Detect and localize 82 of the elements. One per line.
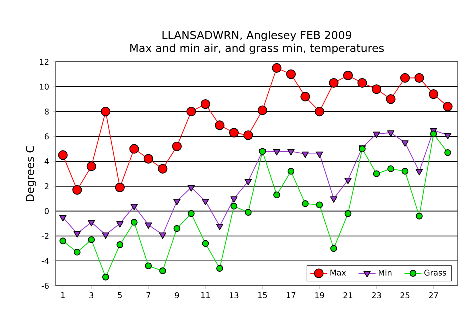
point <box>244 130 254 140</box>
point <box>416 169 424 176</box>
point <box>373 132 380 138</box>
point <box>402 140 409 147</box>
point <box>330 245 338 252</box>
point <box>130 144 140 154</box>
point <box>272 63 282 74</box>
point <box>145 262 152 270</box>
point <box>215 120 225 130</box>
point <box>372 84 382 94</box>
point <box>202 240 210 248</box>
point <box>302 200 309 208</box>
point <box>145 222 152 230</box>
point <box>74 231 81 238</box>
point <box>414 73 424 83</box>
point <box>60 238 67 245</box>
point <box>188 210 195 218</box>
point <box>343 70 354 80</box>
chart-title: LLANSADWRN, Anglesey FEB 2009 <box>162 30 352 42</box>
point <box>88 236 96 244</box>
point <box>258 106 268 116</box>
point <box>200 100 210 110</box>
point <box>300 92 310 102</box>
point <box>115 182 125 192</box>
point <box>387 130 395 138</box>
point <box>443 102 453 112</box>
point <box>229 128 239 138</box>
point <box>444 149 452 156</box>
point <box>416 212 423 220</box>
point <box>388 166 394 172</box>
point <box>116 222 124 228</box>
point <box>330 196 338 203</box>
point <box>86 162 96 172</box>
point <box>430 130 438 138</box>
point <box>188 185 196 192</box>
point <box>58 150 68 160</box>
point <box>358 78 368 88</box>
point <box>216 224 224 230</box>
point <box>101 106 111 117</box>
point <box>230 196 238 203</box>
point <box>72 185 82 195</box>
point <box>288 149 295 156</box>
point <box>288 168 295 175</box>
point <box>316 202 324 209</box>
point <box>131 219 138 226</box>
chart-subtitle: Max and min air, and grass min, temperatures <box>130 44 384 55</box>
point <box>344 210 352 218</box>
point <box>88 220 96 227</box>
point <box>316 152 324 158</box>
y-axis-title: Degrees C <box>26 146 36 202</box>
point <box>329 78 339 88</box>
point <box>130 204 138 210</box>
point <box>102 274 110 281</box>
point <box>373 170 380 178</box>
point <box>144 154 154 164</box>
point <box>230 202 238 210</box>
point <box>302 152 310 158</box>
point <box>402 168 409 175</box>
point <box>172 142 182 152</box>
point <box>344 178 352 184</box>
point <box>386 94 396 104</box>
point <box>202 199 210 206</box>
point <box>74 249 81 256</box>
point <box>244 179 252 186</box>
point <box>428 90 439 100</box>
point <box>400 73 410 83</box>
point <box>158 164 168 174</box>
point <box>274 192 280 199</box>
point <box>273 149 281 156</box>
point <box>102 232 110 240</box>
point <box>444 133 452 140</box>
point <box>245 209 252 216</box>
point <box>186 106 196 117</box>
point <box>116 242 124 248</box>
point <box>216 265 224 272</box>
point <box>174 199 181 206</box>
point <box>60 215 67 222</box>
point <box>174 225 181 232</box>
point <box>286 70 296 80</box>
point <box>159 232 167 240</box>
point <box>160 268 166 274</box>
point <box>314 106 325 117</box>
